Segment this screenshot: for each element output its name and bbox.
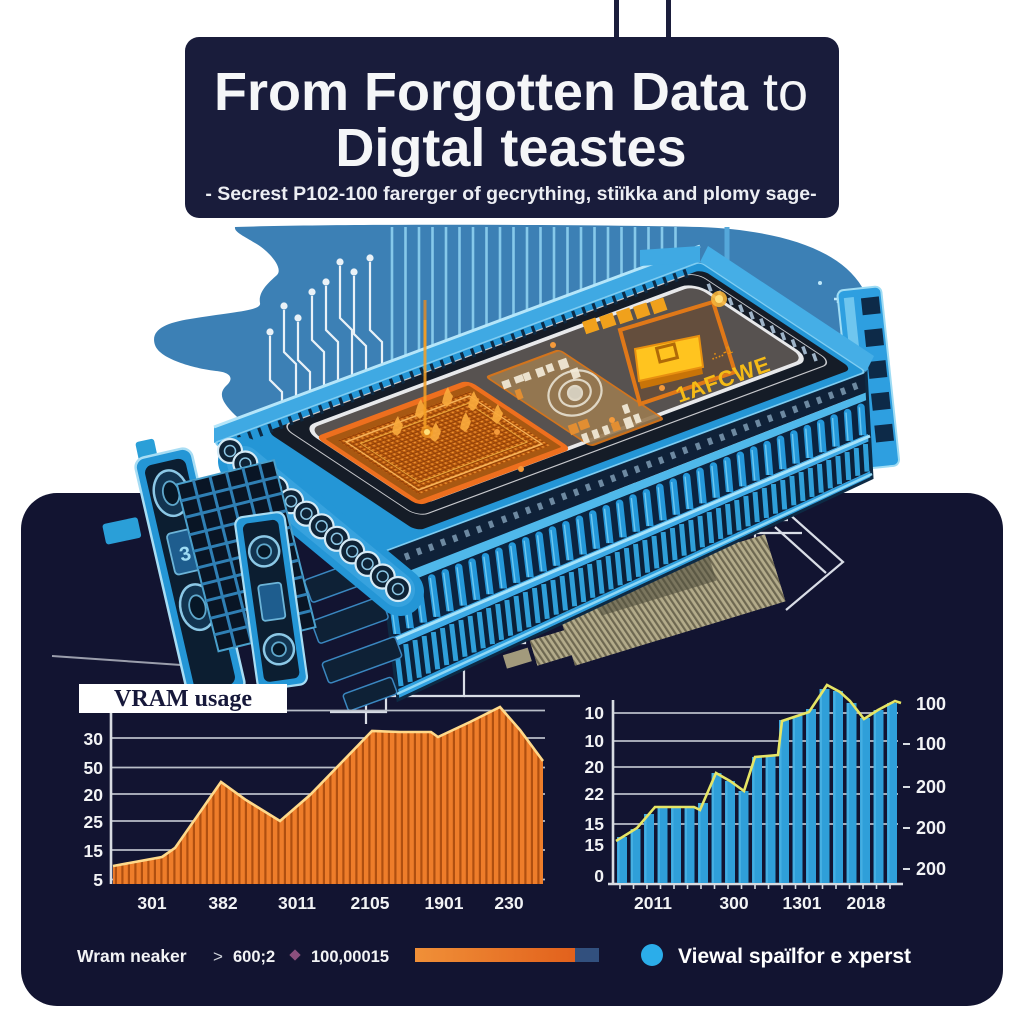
- svg-text:300: 300: [719, 893, 748, 913]
- svg-text:Viewal spaïlfor e xperst: Viewal spaïlfor e xperst: [678, 945, 911, 968]
- svg-text:301: 301: [137, 893, 166, 913]
- svg-text:VRAM usage: VRAM usage: [114, 686, 252, 712]
- svg-text:15: 15: [585, 835, 605, 855]
- svg-text:25: 25: [84, 812, 104, 832]
- svg-text:5: 5: [93, 870, 103, 890]
- svg-text:2105: 2105: [351, 893, 390, 913]
- svg-text:3011: 3011: [278, 893, 316, 913]
- svg-text:22: 22: [585, 784, 605, 804]
- svg-text:>: >: [213, 947, 223, 966]
- svg-text:1901: 1901: [425, 893, 464, 913]
- svg-text:200: 200: [916, 859, 946, 879]
- svg-text:From Forgotten Data to: From Forgotten Data to: [214, 62, 808, 122]
- svg-text:2011: 2011: [634, 893, 672, 913]
- svg-text:2018: 2018: [847, 893, 886, 913]
- svg-text:Wram neaker: Wram neaker: [77, 946, 187, 966]
- svg-text:15: 15: [585, 814, 605, 834]
- svg-text:600;2: 600;2: [233, 948, 275, 966]
- svg-text:15: 15: [84, 841, 104, 861]
- svg-text:3: 3: [177, 543, 193, 567]
- svg-text:100: 100: [916, 694, 946, 714]
- svg-text:230: 230: [494, 893, 523, 913]
- svg-text:30: 30: [84, 729, 104, 749]
- svg-text:10: 10: [585, 703, 605, 723]
- svg-text:- Secrest P102-100 farerger of: - Secrest P102-100 farerger of gecrythin…: [205, 183, 816, 205]
- svg-text:1301: 1301: [783, 893, 822, 913]
- svg-text:100: 100: [916, 734, 946, 754]
- svg-text:20: 20: [84, 785, 104, 805]
- svg-text:200: 200: [916, 818, 946, 838]
- svg-text:200: 200: [916, 777, 946, 797]
- svg-text:0: 0: [594, 866, 604, 886]
- svg-text:382: 382: [208, 893, 237, 913]
- svg-text:10: 10: [585, 731, 605, 751]
- svg-text:20: 20: [585, 757, 605, 777]
- svg-text:Digtal teastes: Digtal teastes: [335, 118, 686, 178]
- svg-text:100,00015: 100,00015: [311, 948, 389, 966]
- svg-text:50: 50: [84, 758, 104, 778]
